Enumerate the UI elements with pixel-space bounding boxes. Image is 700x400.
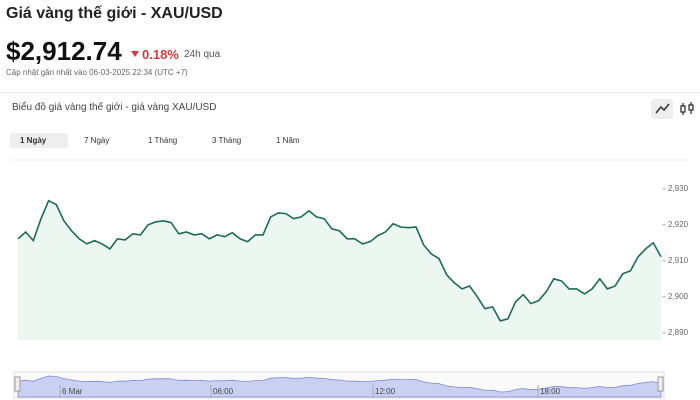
range-tab[interactable]: 1 Tháng	[148, 136, 178, 145]
y-tick-label: 2,890	[668, 328, 689, 337]
updated-time: Cập nhật gần nhất vào 06-03-2025 22:34 (…	[6, 68, 188, 77]
chart-title: Biểu đồ giá vàng thế giới - giá vàng XAU…	[12, 102, 217, 113]
range-tab[interactable]: 1 Năm	[276, 136, 300, 145]
navigator-label: 06:00	[213, 387, 234, 396]
price-line	[17, 199, 662, 322]
range-tabs: 1 Ngày 7 Ngày 1 Tháng 3 Tháng 1 Năm	[10, 133, 324, 148]
line-icon	[655, 103, 670, 114]
price: $2,912.74	[6, 36, 122, 66]
navigator-handle[interactable]	[657, 376, 664, 392]
area	[18, 200, 661, 340]
navigator-label: 18:00	[540, 387, 561, 396]
range-tab[interactable]: 1 Ngày	[10, 133, 68, 148]
chart-tools	[651, 99, 694, 119]
navigator-label: 6 Mar	[62, 387, 83, 396]
price-change: 0.18%	[142, 47, 179, 62]
range-tab[interactable]: 7 Ngày	[84, 136, 110, 145]
page-title: Giá vàng thế giới - XAU/USD	[6, 5, 223, 22]
down-arrow	[131, 51, 139, 57]
navigator-label: 12:00	[375, 387, 396, 396]
y-tick-label: 2,920	[668, 220, 689, 229]
navigator-area	[17, 375, 662, 398]
candle-mode-button[interactable]	[680, 102, 694, 115]
navigator-handle[interactable]	[14, 376, 21, 392]
y-tick-label: 2,900	[668, 292, 689, 301]
y-tick-label: 2,930	[668, 184, 689, 193]
y-tick-label: 2,910	[668, 256, 689, 265]
range-tab[interactable]: 3 Tháng	[212, 136, 242, 145]
change-period: 24h qua	[184, 49, 221, 60]
